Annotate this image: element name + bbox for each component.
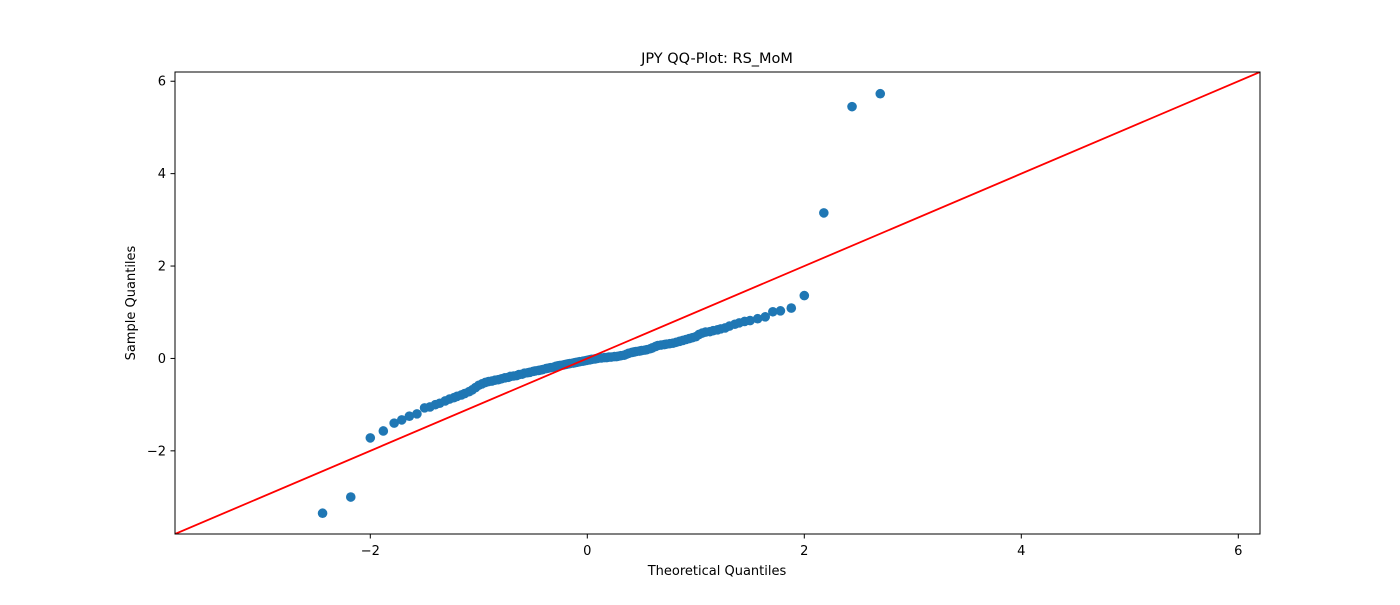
data-points: [317, 88, 886, 519]
data-point: [819, 208, 829, 218]
x-tick-label: 2: [800, 544, 808, 559]
y-tick-label: 6: [158, 75, 166, 90]
data-point: [786, 303, 797, 313]
data-point: [799, 290, 810, 301]
data-point: [745, 315, 755, 326]
data-point: [365, 433, 376, 443]
axes-frame: [174, 71, 1261, 535]
data-point: [847, 101, 857, 112]
x-tick-label: −2: [361, 544, 380, 559]
y-tick-label: 0: [158, 352, 166, 367]
data-point: [752, 313, 763, 324]
x-tick-label: 6: [1234, 544, 1242, 559]
x-tick-label: 0: [583, 544, 591, 559]
data-point: [317, 508, 328, 519]
x-axis-title: Theoretical Quantiles: [647, 564, 787, 579]
data-point: [389, 418, 399, 428]
data-point: [760, 312, 771, 322]
y-tick-label: 2: [158, 260, 166, 275]
data-point: [404, 411, 415, 421]
y-tick-label: −2: [147, 444, 166, 459]
data-point: [875, 88, 886, 99]
data-point: [768, 306, 778, 317]
y-axis-ticks: −2 0 2 4 6: [147, 75, 175, 459]
data-point: [345, 492, 356, 502]
chart-title: JPY QQ-Plot: RS_MoM: [640, 51, 793, 67]
x-tick-label: 4: [1017, 544, 1025, 559]
data-point: [775, 306, 786, 316]
y-tick-label: 4: [158, 167, 166, 182]
reference-line-layer: [175, 72, 1260, 534]
reference-line: [175, 72, 1260, 534]
y-axis-title: Sample Quantiles: [124, 245, 139, 360]
data-point: [412, 409, 422, 419]
x-axis-ticks: −2 0 2 4 6: [361, 534, 1242, 559]
data-point: [378, 426, 389, 436]
data-point: [396, 415, 407, 425]
